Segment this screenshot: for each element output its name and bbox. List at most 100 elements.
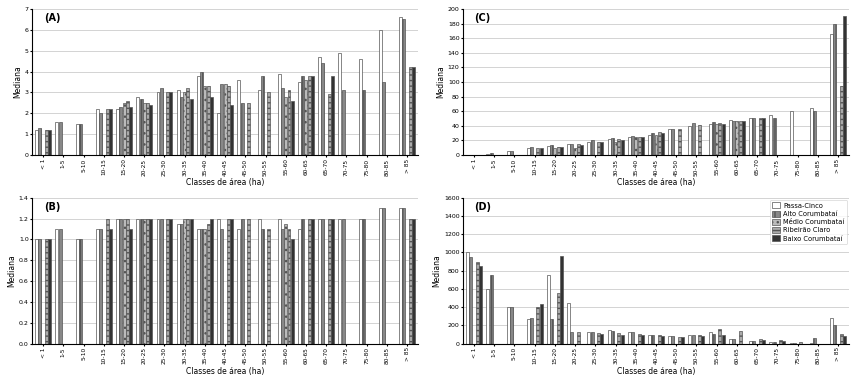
Bar [39, 239, 41, 344]
Bar [149, 105, 152, 155]
Bar [56, 121, 58, 155]
Bar [75, 239, 79, 344]
Bar [810, 108, 812, 155]
Bar [122, 219, 126, 344]
Bar [379, 208, 382, 344]
Bar [187, 219, 189, 344]
Bar [577, 332, 580, 344]
Bar [412, 67, 415, 155]
Bar [359, 219, 361, 344]
Bar [59, 121, 62, 155]
Bar [688, 335, 692, 344]
Bar [311, 76, 314, 155]
Bar [342, 90, 345, 155]
Bar [146, 103, 149, 155]
Bar [338, 219, 342, 344]
Bar [843, 16, 846, 155]
Bar [597, 142, 600, 155]
Bar [39, 128, 41, 155]
Bar [169, 219, 172, 344]
Bar [600, 334, 603, 344]
Bar [715, 124, 718, 155]
Legend: Passa-Cinco, Alto Corumbataí, Médio Corumbataí, Ribeirão Claro, Baixo Corumbataí: Passa-Cinco, Alto Corumbataí, Médio Coru… [770, 200, 847, 244]
Bar [537, 148, 539, 155]
Bar [331, 76, 334, 155]
Bar [261, 76, 264, 155]
Bar [469, 257, 473, 344]
X-axis label: Classes de área (ha): Classes de área (ha) [617, 178, 695, 187]
Bar [617, 333, 621, 344]
Bar [402, 208, 405, 344]
Bar [261, 229, 264, 344]
Bar [258, 219, 260, 344]
Bar [550, 319, 553, 344]
Bar [230, 219, 233, 344]
Bar [45, 130, 48, 155]
Bar [722, 335, 724, 344]
Bar [166, 219, 169, 344]
Bar [510, 307, 513, 344]
Bar [190, 219, 193, 344]
Bar [247, 219, 250, 344]
Bar [217, 113, 220, 155]
Bar [773, 342, 776, 344]
Bar [301, 76, 304, 155]
Bar [187, 88, 189, 155]
Bar [200, 72, 203, 155]
Bar [539, 304, 543, 344]
Bar [648, 335, 651, 344]
Bar [793, 343, 796, 344]
Bar [140, 99, 142, 155]
Bar [574, 148, 577, 155]
Bar [247, 103, 250, 155]
Bar [688, 126, 692, 155]
Bar [258, 90, 260, 155]
Bar [126, 219, 128, 344]
Bar [530, 147, 533, 155]
Bar [45, 239, 48, 344]
Bar [157, 92, 159, 155]
Bar [486, 154, 490, 155]
Bar [762, 340, 765, 344]
Bar [539, 148, 543, 155]
Bar [669, 129, 671, 155]
Bar [183, 92, 187, 155]
Bar [591, 140, 593, 155]
Bar [789, 343, 793, 344]
Bar [143, 219, 146, 344]
Bar [627, 137, 631, 155]
Bar [75, 124, 79, 155]
Bar [718, 329, 722, 344]
Bar [402, 20, 405, 155]
Bar [116, 109, 119, 155]
Bar [692, 336, 695, 344]
Bar [507, 307, 509, 344]
Bar [556, 293, 560, 344]
Bar [833, 23, 836, 155]
Bar [143, 103, 146, 155]
Bar [587, 332, 591, 344]
Bar [278, 74, 281, 155]
Bar [634, 137, 637, 155]
Bar [99, 229, 102, 344]
Bar [758, 339, 762, 344]
Bar [641, 335, 644, 344]
Bar [382, 208, 385, 344]
Bar [180, 224, 183, 344]
Bar [136, 219, 140, 344]
Bar [190, 99, 193, 155]
Bar [547, 275, 550, 344]
Bar [770, 342, 772, 344]
Bar [789, 111, 793, 155]
Bar [526, 319, 530, 344]
Bar [762, 118, 765, 155]
Bar [308, 219, 311, 344]
Bar [241, 103, 244, 155]
Bar [739, 121, 741, 155]
Bar [722, 124, 724, 155]
Bar [537, 307, 539, 344]
Bar [227, 219, 230, 344]
Bar [701, 336, 704, 344]
Bar [490, 154, 492, 155]
Bar [657, 336, 661, 344]
